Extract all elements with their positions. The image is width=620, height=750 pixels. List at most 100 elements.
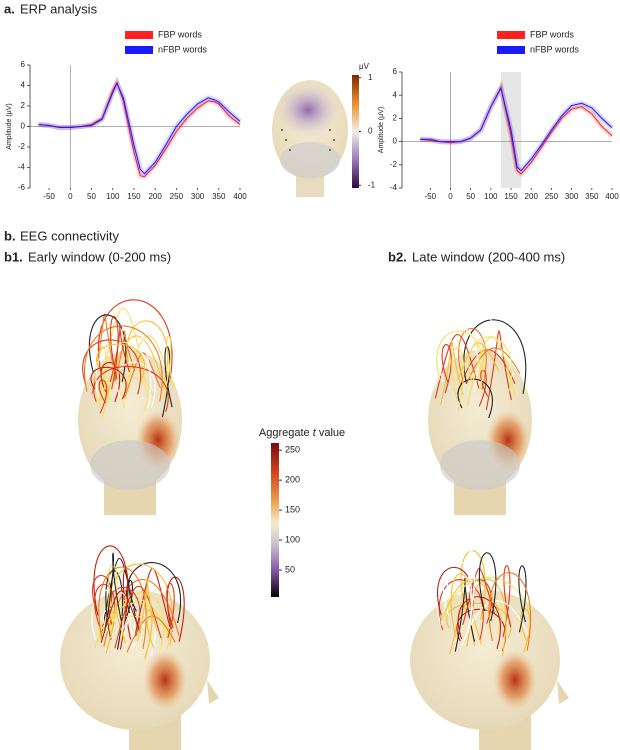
- connection: [441, 344, 452, 394]
- x-tick-label: 350: [212, 192, 226, 201]
- connection: [144, 609, 155, 659]
- connection: [463, 319, 527, 394]
- colorbar-tick-label: 250: [285, 445, 300, 455]
- x-tick-label: 300: [191, 192, 205, 201]
- x-tick-label: -50: [43, 192, 55, 201]
- connection: [109, 324, 130, 383]
- colorbar-title-part: Aggregate: [259, 427, 313, 439]
- connection: [449, 596, 482, 655]
- y-tick-label: -4: [390, 183, 398, 192]
- connection: [467, 549, 476, 631]
- connection: [96, 343, 145, 381]
- x-tick-label: 150: [127, 192, 141, 201]
- x-tick-label: 50: [87, 192, 96, 201]
- y-tick-label: 6: [21, 60, 26, 69]
- y-tick-label: -4: [18, 163, 26, 172]
- x-tick-label: 200: [525, 192, 539, 201]
- y-tick-label: -2: [18, 142, 26, 151]
- connection: [166, 583, 175, 639]
- head: [60, 590, 210, 730]
- connection: [116, 361, 156, 408]
- connection: [114, 585, 162, 649]
- panel-label: b2.: [388, 249, 407, 264]
- connection: [95, 341, 152, 409]
- panel-label: b1.: [4, 249, 23, 264]
- connection: [91, 313, 118, 395]
- section-label: a.: [4, 1, 15, 16]
- colorbar-tick-label: 200: [285, 475, 300, 485]
- connection: [435, 557, 473, 633]
- connection: [434, 310, 515, 387]
- connection: [82, 339, 141, 395]
- x-tick-label: 0: [448, 192, 453, 201]
- connection: [485, 330, 512, 411]
- x-tick-label: 400: [605, 192, 619, 201]
- colorbar: [271, 443, 279, 597]
- y-tick-label: 0: [393, 137, 398, 146]
- colorbar-tick-label: 150: [285, 504, 300, 514]
- nose: [557, 680, 569, 704]
- x-tick-label: 250: [170, 192, 184, 201]
- colorbar-title-part: value: [316, 427, 345, 439]
- x-tick-label: 250: [545, 192, 559, 201]
- x-tick-label: 0: [68, 192, 73, 201]
- connection: [440, 554, 449, 626]
- connection: [502, 565, 512, 638]
- colorbar-tick-label: 50: [285, 564, 295, 574]
- connection: [91, 588, 136, 650]
- activation: [90, 440, 170, 490]
- colorbar-title-part: t: [313, 427, 317, 439]
- connection: [90, 366, 127, 400]
- connection: [488, 572, 532, 651]
- connection: [121, 594, 149, 631]
- connection: [113, 330, 136, 382]
- x-tick-label: 200: [148, 192, 162, 201]
- y-tick-label: 2: [393, 114, 398, 123]
- connection: [162, 335, 175, 399]
- x-tick-label: 350: [585, 192, 599, 201]
- connection: [93, 545, 129, 626]
- x-tick-label: 400: [233, 192, 247, 201]
- connection: [466, 336, 516, 407]
- activation: [143, 650, 187, 710]
- y-tick-label: -2: [390, 160, 398, 169]
- colorbar-tick-label: 0: [368, 127, 373, 136]
- connection: [520, 608, 531, 653]
- connection: [478, 552, 497, 622]
- connection: [93, 365, 169, 412]
- y-tick-label: 2: [21, 101, 26, 110]
- y-tick-label: 4: [21, 81, 26, 90]
- x-tick-label: 150: [504, 192, 518, 201]
- connection: [454, 578, 476, 652]
- section-title: EEG connectivity: [20, 228, 119, 243]
- connection: [457, 378, 493, 419]
- colorbar-tick-label: 1: [368, 73, 373, 82]
- connection: [441, 576, 531, 621]
- y-axis-label: Amplitude (μV): [378, 107, 385, 153]
- legend-swatch: [125, 31, 153, 39]
- connection: [105, 570, 124, 650]
- colorbar-title: μV: [359, 62, 370, 71]
- colorbar: [352, 75, 359, 188]
- connection: [462, 568, 496, 625]
- colorbar-tick-label: -1: [368, 180, 376, 189]
- connection: [460, 550, 486, 621]
- connection: [107, 563, 173, 646]
- nose: [207, 680, 219, 704]
- y-tick-label: 4: [393, 90, 398, 99]
- colorbar-tick-label: 100: [285, 534, 300, 544]
- connection: [124, 579, 137, 622]
- series-band: [38, 77, 242, 178]
- connection: [106, 375, 148, 412]
- connection: [84, 325, 163, 402]
- panel-title: Late window (200-400 ms): [412, 249, 565, 264]
- y-tick-label: 0: [21, 122, 26, 131]
- series-line: [38, 82, 241, 175]
- section-label: b.: [4, 228, 16, 243]
- x-tick-label: 50: [466, 192, 475, 201]
- connection: [434, 334, 480, 399]
- connection: [458, 328, 487, 390]
- legend-swatch: [497, 46, 525, 54]
- y-tick-label: 6: [393, 67, 398, 76]
